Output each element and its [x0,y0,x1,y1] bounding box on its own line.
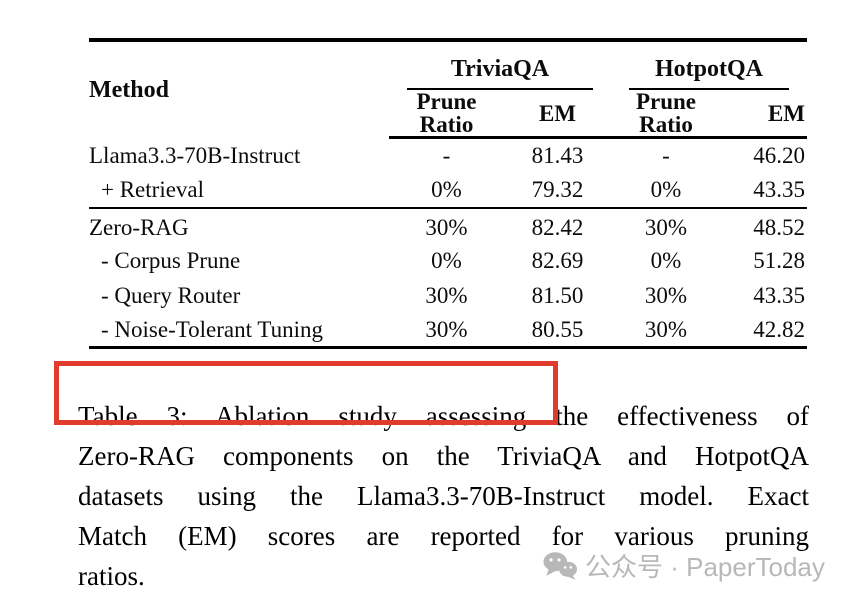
value-cell: 51.28 [753,247,805,273]
col-header-prune-ratio-hotpotqa: Prune Ratio [611,90,721,139]
table-row: - Noise-Tolerant Tuning 30% 80.55 30% 42… [89,312,807,349]
watermark-text: 公众号 · PaperToday [585,552,825,582]
method-cell: - Noise-Tolerant Tuning [89,312,389,349]
table-row: - Corpus Prune 0% 82.69 0% 51.28 [89,243,807,278]
wechat-icon [543,551,577,580]
caption-line: Match (EM) scores are reported for vario… [78,521,809,551]
method-cell: - Corpus Prune [101,247,241,273]
value-cell: 79.32 [531,177,584,202]
col-header-method: Method [89,76,169,103]
col-header-prune-ratio-triviaqa: Prune Ratio [389,90,504,139]
value-cell: 30% [389,312,504,349]
value-cell: 82.69 [531,247,584,273]
table-row: Llama3.3-70B-Instruct - 81.43 - 46.20 [89,138,807,173]
table-row: Zero-RAG 30% 82.42 30% 48.52 [89,206,807,243]
col-group-triviaqa-label: TriviaQA [407,57,593,90]
value-cell: - [442,143,451,169]
results-table: Method TriviaQA HotpotQA Prune Ratio EM … [89,38,807,349]
value-cell: - [662,143,670,169]
caption-line: Zero-RAG components on the TriviaQA and … [78,441,809,471]
col-group-hotpotqa: HotpotQA [611,40,807,90]
value-cell: 81.43 [531,143,584,169]
value-cell: 0% [650,177,682,202]
method-cell: Llama3.3-70B-Instruct [89,142,301,168]
table-row: - Query Router 30% 81.50 30% 43.35 [89,278,807,313]
value-cell: 82.42 [504,206,611,243]
red-highlight-box [54,361,558,425]
value-cell: 30% [644,282,688,308]
method-cell: Zero-RAG [89,206,389,243]
watermark: 公众号 · PaperToday [543,547,825,584]
col-header-em-triviaqa: EM [504,90,611,139]
col-group-triviaqa: TriviaQA [389,40,611,90]
value-cell: 0% [431,177,462,202]
caption-line: datasets using the Llama3.3-70B-Instruct… [78,481,809,511]
method-cell: - Query Router [101,282,241,308]
value-cell: 30% [611,206,721,243]
value-cell: 0% [431,247,462,273]
value-cell: 30% [425,282,468,308]
value-cell: 46.20 [753,143,805,169]
results-table-wrap: Method TriviaQA HotpotQA Prune Ratio EM … [89,38,807,349]
value-cell: 80.55 [504,312,611,349]
value-cell: 43.35 [753,282,805,308]
caption-line: Table 3: Ablation study assessing the ef… [78,401,809,431]
col-group-hotpotqa-label: HotpotQA [629,57,789,90]
table-group-header-row: Method TriviaQA HotpotQA [89,40,807,102]
value-cell: 43.35 [753,177,805,202]
table-subheader-row: Prune Ratio EM Prune Ratio EM [89,90,807,139]
table-caption: Table 3: Ablation study assessing the ef… [78,396,809,596]
table-row: + Retrieval 0% 79.32 0% 43.35 [89,173,807,208]
value-cell: 81.50 [531,282,584,308]
caption-line: ratios. [78,561,145,591]
value-cell: 0% [650,247,682,273]
method-cell: + Retrieval [101,177,205,202]
value-cell: 30% [389,206,504,243]
value-cell: 30% [611,312,721,349]
col-header-em-hotpotqa: EM [721,90,807,139]
value-cell: 42.82 [721,312,807,349]
value-cell: 48.52 [721,206,807,243]
